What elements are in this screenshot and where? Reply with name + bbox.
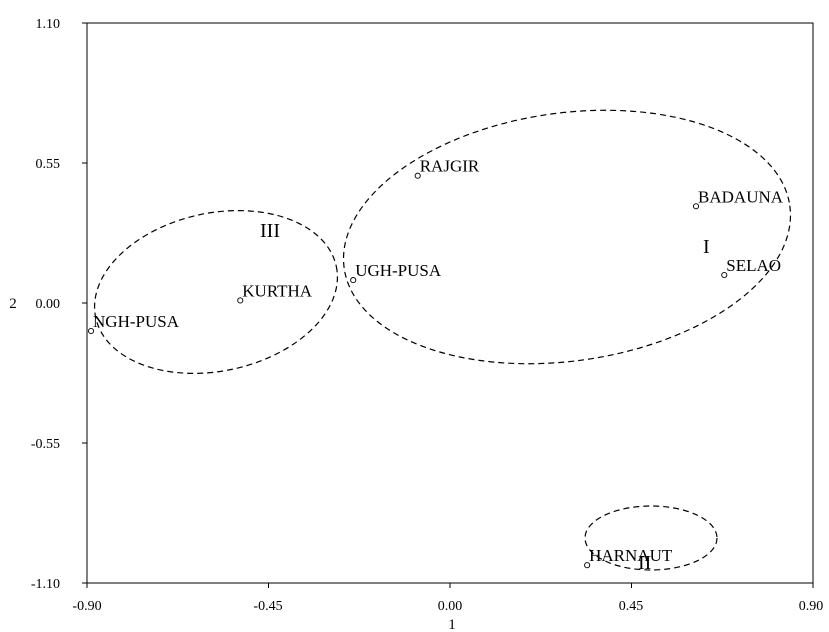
point-label: HARNAUT	[589, 546, 673, 565]
data-point	[414, 172, 421, 179]
cluster-ellipse-iii	[93, 210, 339, 374]
y-tick-label: 0.00	[36, 297, 61, 312]
cluster-ellipse-i	[342, 109, 792, 365]
point-label: KURTHA	[242, 281, 313, 300]
data-points: RAJGIR BADAUNA SELAO UGH-PUSA KURTHA NGH-PUSA…	[87, 157, 784, 569]
data-point	[721, 271, 728, 279]
point-label: BADAUNA	[698, 187, 784, 206]
cluster-ellipse-ii	[584, 505, 718, 571]
data-point	[692, 203, 700, 210]
x-tick-label: 0.45	[619, 599, 644, 614]
point-label: NGH-PUSA	[93, 312, 180, 331]
x-tick-label: -0.45	[253, 599, 282, 614]
y-tick-label: 1.10	[36, 17, 61, 32]
cluster-label-i: I	[703, 236, 710, 258]
x-tick-label: 0.00	[438, 599, 463, 614]
data-point	[87, 327, 95, 335]
axis-ticks	[82, 22, 814, 588]
point-label: SELAO	[726, 256, 781, 275]
x-tick-label: 0.90	[799, 599, 824, 614]
cluster-label-iii: III	[260, 220, 280, 242]
cluster-label-ii: II	[638, 552, 651, 574]
x-axis-title: 1	[448, 617, 456, 632]
data-point	[584, 562, 591, 569]
x-tick-label: -0.90	[72, 599, 101, 614]
y-axis-title: 2	[9, 296, 17, 312]
y-tick-label: -0.55	[31, 437, 60, 452]
point-label: RAJGIR	[420, 157, 480, 176]
y-tick-label: 0.55	[36, 157, 61, 172]
plot-frame	[86, 22, 814, 584]
data-point	[237, 297, 244, 304]
y-tick-label: -1.10	[31, 577, 60, 592]
point-label: UGH-PUSA	[355, 261, 442, 280]
data-point	[350, 277, 357, 284]
